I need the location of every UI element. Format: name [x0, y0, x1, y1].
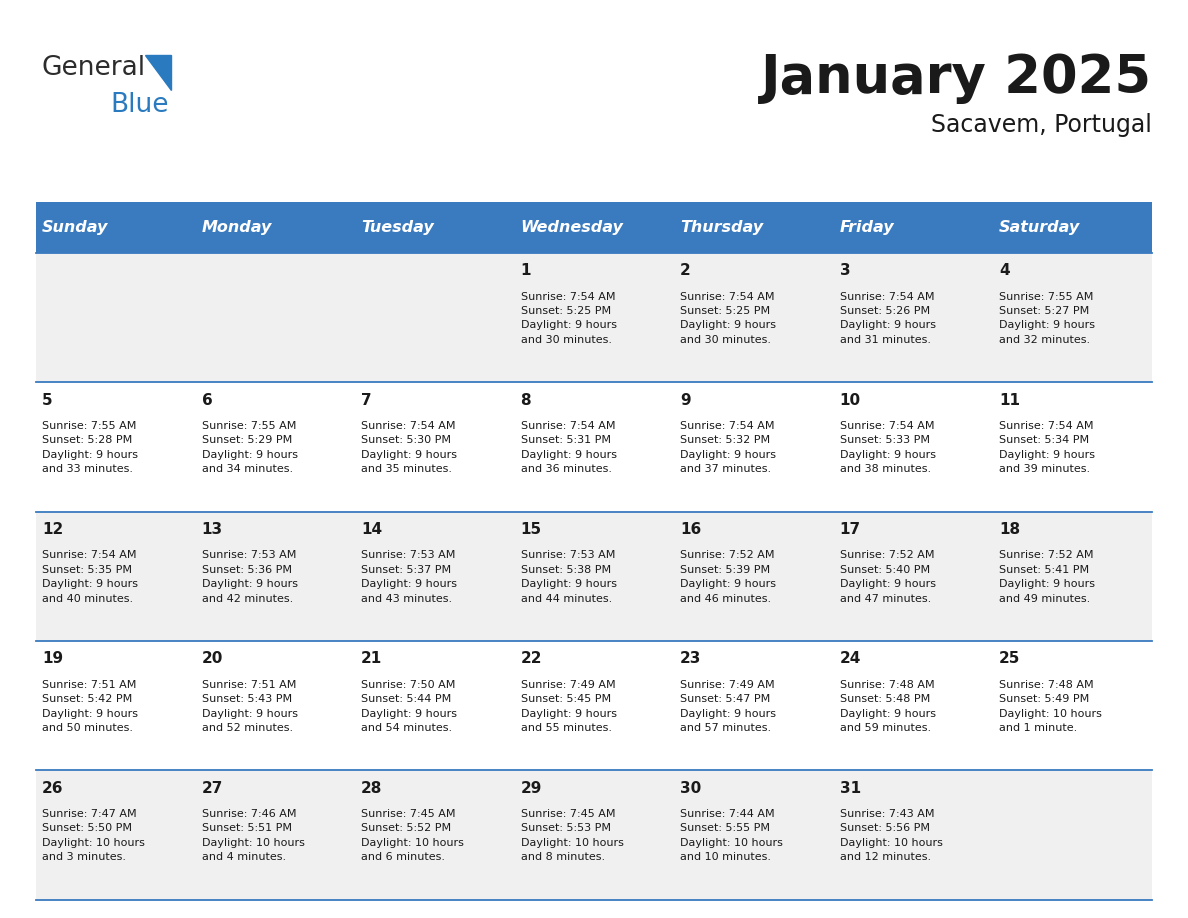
- Bar: [36, 202, 195, 252]
- Text: Sunrise: 7:51 AM
Sunset: 5:42 PM
Daylight: 9 hours
and 50 minutes.: Sunrise: 7:51 AM Sunset: 5:42 PM Dayligh…: [42, 679, 138, 733]
- Text: 20: 20: [202, 651, 223, 666]
- Text: Sunrise: 7:44 AM
Sunset: 5:55 PM
Daylight: 10 hours
and 10 minutes.: Sunrise: 7:44 AM Sunset: 5:55 PM Dayligh…: [681, 809, 783, 862]
- Text: Sunrise: 7:54 AM
Sunset: 5:25 PM
Daylight: 9 hours
and 30 minutes.: Sunrise: 7:54 AM Sunset: 5:25 PM Dayligh…: [681, 292, 776, 345]
- Text: 22: 22: [520, 651, 542, 666]
- Text: Sunrise: 7:45 AM
Sunset: 5:53 PM
Daylight: 10 hours
and 8 minutes.: Sunrise: 7:45 AM Sunset: 5:53 PM Dayligh…: [520, 809, 624, 862]
- Bar: [36, 770, 1152, 900]
- Text: Sunrise: 7:51 AM
Sunset: 5:43 PM
Daylight: 9 hours
and 52 minutes.: Sunrise: 7:51 AM Sunset: 5:43 PM Dayligh…: [202, 679, 297, 733]
- Text: Saturday: Saturday: [999, 220, 1080, 235]
- Text: Sunrise: 7:54 AM
Sunset: 5:31 PM
Daylight: 9 hours
and 36 minutes.: Sunrise: 7:54 AM Sunset: 5:31 PM Dayligh…: [520, 421, 617, 475]
- Text: 11: 11: [999, 393, 1020, 408]
- Text: Sunrise: 7:54 AM
Sunset: 5:25 PM
Daylight: 9 hours
and 30 minutes.: Sunrise: 7:54 AM Sunset: 5:25 PM Dayligh…: [520, 292, 617, 345]
- Text: 9: 9: [681, 393, 690, 408]
- Text: 27: 27: [202, 780, 223, 796]
- Text: Sunrise: 7:48 AM
Sunset: 5:48 PM
Daylight: 9 hours
and 59 minutes.: Sunrise: 7:48 AM Sunset: 5:48 PM Dayligh…: [840, 679, 936, 733]
- Text: 3: 3: [840, 263, 851, 278]
- Text: Blue: Blue: [110, 92, 169, 118]
- Text: Sacavem, Portugal: Sacavem, Portugal: [931, 113, 1152, 137]
- Text: Sunrise: 7:54 AM
Sunset: 5:35 PM
Daylight: 9 hours
and 40 minutes.: Sunrise: 7:54 AM Sunset: 5:35 PM Dayligh…: [42, 551, 138, 604]
- Text: Monday: Monday: [202, 220, 272, 235]
- Bar: [674, 202, 833, 252]
- Text: 31: 31: [840, 780, 861, 796]
- Bar: [36, 382, 1152, 511]
- Text: 25: 25: [999, 651, 1020, 666]
- Text: 30: 30: [681, 780, 701, 796]
- Text: Sunrise: 7:50 AM
Sunset: 5:44 PM
Daylight: 9 hours
and 54 minutes.: Sunrise: 7:50 AM Sunset: 5:44 PM Dayligh…: [361, 679, 457, 733]
- Text: Sunrise: 7:53 AM
Sunset: 5:37 PM
Daylight: 9 hours
and 43 minutes.: Sunrise: 7:53 AM Sunset: 5:37 PM Dayligh…: [361, 551, 457, 604]
- Text: Tuesday: Tuesday: [361, 220, 434, 235]
- Text: 29: 29: [520, 780, 542, 796]
- Text: Sunrise: 7:52 AM
Sunset: 5:40 PM
Daylight: 9 hours
and 47 minutes.: Sunrise: 7:52 AM Sunset: 5:40 PM Dayligh…: [840, 551, 936, 604]
- Bar: [833, 202, 993, 252]
- Text: 2: 2: [681, 263, 691, 278]
- Text: Sunrise: 7:53 AM
Sunset: 5:36 PM
Daylight: 9 hours
and 42 minutes.: Sunrise: 7:53 AM Sunset: 5:36 PM Dayligh…: [202, 551, 297, 604]
- Text: Sunrise: 7:55 AM
Sunset: 5:28 PM
Daylight: 9 hours
and 33 minutes.: Sunrise: 7:55 AM Sunset: 5:28 PM Dayligh…: [42, 421, 138, 475]
- Text: Sunrise: 7:45 AM
Sunset: 5:52 PM
Daylight: 10 hours
and 6 minutes.: Sunrise: 7:45 AM Sunset: 5:52 PM Dayligh…: [361, 809, 465, 862]
- Text: 19: 19: [42, 651, 63, 666]
- Text: Sunrise: 7:54 AM
Sunset: 5:32 PM
Daylight: 9 hours
and 37 minutes.: Sunrise: 7:54 AM Sunset: 5:32 PM Dayligh…: [681, 421, 776, 475]
- Text: 10: 10: [840, 393, 861, 408]
- Bar: [36, 511, 1152, 641]
- Text: 6: 6: [202, 393, 213, 408]
- Text: Sunrise: 7:52 AM
Sunset: 5:41 PM
Daylight: 9 hours
and 49 minutes.: Sunrise: 7:52 AM Sunset: 5:41 PM Dayligh…: [999, 551, 1095, 604]
- Bar: [36, 252, 1152, 382]
- Text: Sunrise: 7:54 AM
Sunset: 5:30 PM
Daylight: 9 hours
and 35 minutes.: Sunrise: 7:54 AM Sunset: 5:30 PM Dayligh…: [361, 421, 457, 475]
- Text: January 2025: January 2025: [762, 52, 1152, 105]
- Text: 8: 8: [520, 393, 531, 408]
- Text: Sunrise: 7:48 AM
Sunset: 5:49 PM
Daylight: 10 hours
and 1 minute.: Sunrise: 7:48 AM Sunset: 5:49 PM Dayligh…: [999, 679, 1102, 733]
- Text: Sunrise: 7:54 AM
Sunset: 5:33 PM
Daylight: 9 hours
and 38 minutes.: Sunrise: 7:54 AM Sunset: 5:33 PM Dayligh…: [840, 421, 936, 475]
- Text: Thursday: Thursday: [681, 220, 763, 235]
- Text: Wednesday: Wednesday: [520, 220, 624, 235]
- Text: 21: 21: [361, 651, 383, 666]
- Text: 12: 12: [42, 522, 63, 537]
- Text: 26: 26: [42, 780, 63, 796]
- Text: 1: 1: [520, 263, 531, 278]
- Text: Sunrise: 7:47 AM
Sunset: 5:50 PM
Daylight: 10 hours
and 3 minutes.: Sunrise: 7:47 AM Sunset: 5:50 PM Dayligh…: [42, 809, 145, 862]
- Text: Sunrise: 7:55 AM
Sunset: 5:29 PM
Daylight: 9 hours
and 34 minutes.: Sunrise: 7:55 AM Sunset: 5:29 PM Dayligh…: [202, 421, 297, 475]
- Text: 14: 14: [361, 522, 383, 537]
- Bar: [195, 202, 355, 252]
- Text: Sunrise: 7:49 AM
Sunset: 5:47 PM
Daylight: 9 hours
and 57 minutes.: Sunrise: 7:49 AM Sunset: 5:47 PM Dayligh…: [681, 679, 776, 733]
- Text: 5: 5: [42, 393, 52, 408]
- Text: 16: 16: [681, 522, 701, 537]
- Text: 4: 4: [999, 263, 1010, 278]
- Bar: [355, 202, 514, 252]
- Text: 17: 17: [840, 522, 861, 537]
- Polygon shape: [145, 55, 171, 90]
- Bar: [993, 202, 1152, 252]
- Text: Sunrise: 7:53 AM
Sunset: 5:38 PM
Daylight: 9 hours
and 44 minutes.: Sunrise: 7:53 AM Sunset: 5:38 PM Dayligh…: [520, 551, 617, 604]
- Text: 13: 13: [202, 522, 222, 537]
- Text: Sunrise: 7:46 AM
Sunset: 5:51 PM
Daylight: 10 hours
and 4 minutes.: Sunrise: 7:46 AM Sunset: 5:51 PM Dayligh…: [202, 809, 304, 862]
- Text: General: General: [42, 55, 146, 81]
- Text: Sunrise: 7:54 AM
Sunset: 5:34 PM
Daylight: 9 hours
and 39 minutes.: Sunrise: 7:54 AM Sunset: 5:34 PM Dayligh…: [999, 421, 1095, 475]
- Text: Sunrise: 7:54 AM
Sunset: 5:26 PM
Daylight: 9 hours
and 31 minutes.: Sunrise: 7:54 AM Sunset: 5:26 PM Dayligh…: [840, 292, 936, 345]
- Text: 15: 15: [520, 522, 542, 537]
- Text: 24: 24: [840, 651, 861, 666]
- Text: Friday: Friday: [840, 220, 895, 235]
- Text: 28: 28: [361, 780, 383, 796]
- Text: Sunrise: 7:43 AM
Sunset: 5:56 PM
Daylight: 10 hours
and 12 minutes.: Sunrise: 7:43 AM Sunset: 5:56 PM Dayligh…: [840, 809, 942, 862]
- Text: 18: 18: [999, 522, 1020, 537]
- Text: Sunrise: 7:52 AM
Sunset: 5:39 PM
Daylight: 9 hours
and 46 minutes.: Sunrise: 7:52 AM Sunset: 5:39 PM Dayligh…: [681, 551, 776, 604]
- Text: 7: 7: [361, 393, 372, 408]
- Bar: [36, 641, 1152, 770]
- Text: Sunday: Sunday: [42, 220, 108, 235]
- Text: 23: 23: [681, 651, 702, 666]
- Text: Sunrise: 7:55 AM
Sunset: 5:27 PM
Daylight: 9 hours
and 32 minutes.: Sunrise: 7:55 AM Sunset: 5:27 PM Dayligh…: [999, 292, 1095, 345]
- Text: Sunrise: 7:49 AM
Sunset: 5:45 PM
Daylight: 9 hours
and 55 minutes.: Sunrise: 7:49 AM Sunset: 5:45 PM Dayligh…: [520, 679, 617, 733]
- Bar: [514, 202, 674, 252]
